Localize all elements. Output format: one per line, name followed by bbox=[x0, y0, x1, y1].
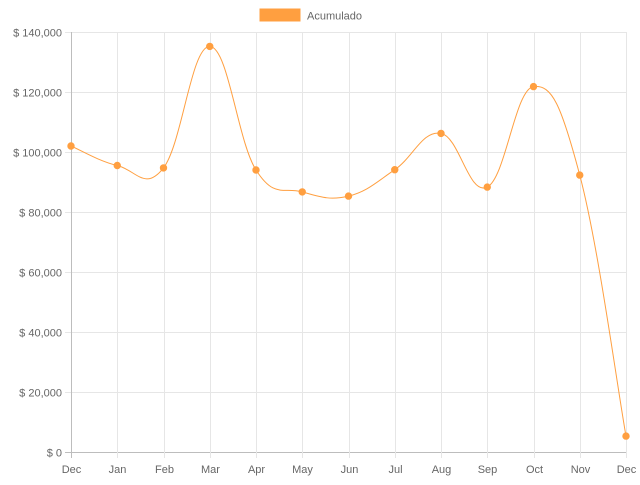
y-tick-label: $ 120,000 bbox=[13, 88, 62, 100]
axis-layer: $ 0 $ 20,000 $ 40,000 $ 60,000 $ 80,000 $ 100… bbox=[13, 28, 637, 477]
data-point[interactable] bbox=[391, 166, 399, 174]
data-point[interactable] bbox=[576, 171, 584, 179]
x-tick-label: May bbox=[292, 464, 313, 476]
x-tick-label: Jun bbox=[341, 464, 359, 476]
legend[interactable]: Acumulado bbox=[259, 8, 362, 23]
y-tick-label: $ 80,000 bbox=[19, 208, 62, 220]
legend-label-acumulado[interactable]: Acumulado bbox=[307, 11, 362, 23]
x-tick-label: Dec bbox=[62, 464, 82, 476]
x-tick-label: Feb bbox=[155, 464, 174, 476]
y-tick-label: $ 0 bbox=[47, 448, 62, 460]
y-tick-label: $ 60,000 bbox=[19, 268, 62, 280]
data-point[interactable] bbox=[344, 192, 353, 200]
data-point[interactable] bbox=[206, 42, 214, 51]
data-point[interactable] bbox=[113, 161, 121, 170]
y-tick-label: $ 40,000 bbox=[19, 328, 62, 340]
x-tick-label: Jul bbox=[388, 464, 402, 476]
data-point[interactable] bbox=[437, 129, 445, 138]
y-tick-label: $ 100,000 bbox=[13, 148, 62, 160]
legend-swatch[interactable] bbox=[259, 8, 301, 22]
data-point[interactable] bbox=[622, 432, 630, 440]
data-point[interactable] bbox=[252, 166, 260, 174]
data-point[interactable] bbox=[483, 183, 491, 191]
data-point[interactable] bbox=[67, 142, 75, 150]
data-point[interactable] bbox=[529, 82, 538, 91]
x-tick-label: Aug bbox=[432, 464, 452, 476]
y-tick-label: $ 20,000 bbox=[19, 388, 62, 400]
series-layer bbox=[67, 42, 630, 440]
x-tick-label: Apr bbox=[248, 464, 265, 476]
x-tick-label: Oct bbox=[526, 464, 543, 476]
y-tick-label: $ 140,000 bbox=[13, 28, 62, 40]
grid-layer bbox=[65, 32, 627, 458]
x-tick-label: Jan bbox=[109, 464, 127, 476]
data-point[interactable] bbox=[298, 188, 306, 196]
x-tick-label: Nov bbox=[571, 464, 591, 476]
series-line-acumulado bbox=[70, 45, 627, 437]
x-tick-label: Dec bbox=[617, 464, 637, 476]
data-point[interactable] bbox=[159, 164, 168, 172]
x-tick-label: Mar bbox=[201, 464, 220, 476]
x-tick-label: Sep bbox=[478, 464, 498, 476]
